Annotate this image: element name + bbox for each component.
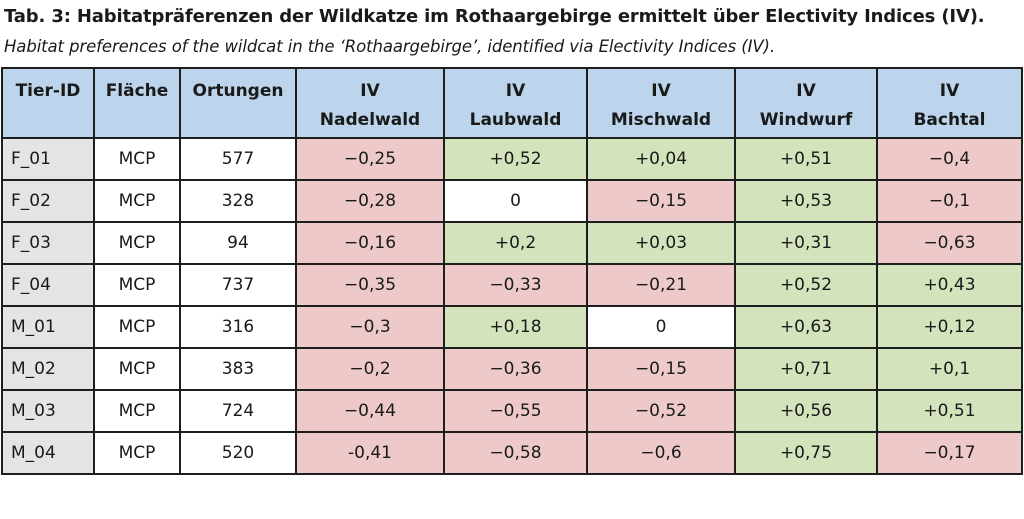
column-header-line: IV [360, 81, 380, 101]
iv-value-cell: 0 [443, 179, 588, 223]
tier-id-cell: M_04 [1, 431, 95, 475]
iv-value-cell: −0,6 [586, 431, 736, 475]
iv-value-cell: +0,63 [734, 305, 878, 349]
column-header-line: Fläche [105, 81, 169, 101]
iv-value-cell: +0,2 [443, 221, 588, 265]
tier-id-cell: M_03 [1, 389, 95, 433]
iv-value-cell: −0,36 [443, 347, 588, 391]
flaeche-cell: MCP [93, 431, 181, 475]
table-row: F_03 MCP 94 −0,16 +0,2 +0,03 +0,31 −0,63 [1, 221, 1023, 265]
column-header-line: Ortungen [192, 81, 284, 101]
tier-id-cell: F_01 [1, 137, 95, 181]
table-row: M_04 MCP 520 -0,41 −0,58 −0,6 +0,75 −0,17 [1, 431, 1023, 475]
iv-value-cell: +0,18 [443, 305, 588, 349]
iv-value-cell: +0,53 [734, 179, 878, 223]
iv-value-cell: +0,52 [734, 263, 878, 307]
iv-value-cell: +0,31 [734, 221, 878, 265]
iv-value-cell: −0,2 [295, 347, 445, 391]
flaeche-cell: MCP [93, 179, 181, 223]
iv-value-cell: −0,4 [876, 137, 1023, 181]
tier-id-cell: F_03 [1, 221, 95, 265]
habitat-preference-table: Tier-ID Fläche Ortungen IV Nadelwald IV Laubwa… [1, 67, 1023, 475]
iv-value-cell: −0,35 [295, 263, 445, 307]
table-row: M_03 MCP 724 −0,44 −0,55 −0,52 +0,56 +0,51 [1, 389, 1023, 433]
flaeche-cell: MCP [93, 137, 181, 181]
iv-value-cell: +0,56 [734, 389, 878, 433]
iv-value-cell: −0,63 [876, 221, 1023, 265]
ortungen-cell: 737 [179, 263, 297, 307]
iv-value-cell: −0,21 [586, 263, 736, 307]
ortungen-cell: 520 [179, 431, 297, 475]
iv-value-cell: +0,52 [443, 137, 588, 181]
header-row: Tier-ID Fläche Ortungen IV Nadelwald IV Laubwa… [1, 67, 1023, 139]
iv-value-cell: +0,43 [876, 263, 1023, 307]
column-header: Tier-ID [1, 67, 95, 139]
column-header-line: IV [796, 81, 816, 101]
table-row: M_01 MCP 316 −0,3 +0,18 0 +0,63 +0,12 [1, 305, 1023, 349]
ortungen-cell: 724 [179, 389, 297, 433]
tier-id-cell: F_02 [1, 179, 95, 223]
table-title: Tab. 3: Habitatpräferenzen der Wildkatze… [4, 6, 985, 27]
iv-value-cell: +0,04 [586, 137, 736, 181]
tier-id-cell: M_01 [1, 305, 95, 349]
iv-value-cell: −0,17 [876, 431, 1023, 475]
column-header-line: Laubwald [469, 110, 562, 130]
column-header: IV Laubwald [443, 67, 588, 139]
column-header: IV Nadelwald [295, 67, 445, 139]
iv-value-cell: +0,12 [876, 305, 1023, 349]
column-header: Fläche [93, 67, 181, 139]
ortungen-cell: 577 [179, 137, 297, 181]
table-row: M_02 MCP 383 −0,2 −0,36 −0,15 +0,71 +0,1 [1, 347, 1023, 391]
iv-value-cell: −0,55 [443, 389, 588, 433]
iv-value-cell: 0 [586, 305, 736, 349]
table-subtitle: Habitat preferences of the wildcat in th… [4, 37, 775, 56]
iv-value-cell: −0,16 [295, 221, 445, 265]
column-header: Ortungen [179, 67, 297, 139]
iv-value-cell: −0,25 [295, 137, 445, 181]
table-row: F_01 MCP 577 −0,25 +0,52 +0,04 +0,51 −0,4 [1, 137, 1023, 181]
ortungen-cell: 316 [179, 305, 297, 349]
column-header: IV Windwurf [734, 67, 878, 139]
column-header-line: Nadelwald [319, 110, 421, 130]
column-header-line: IV [505, 81, 526, 101]
iv-value-cell: -0,41 [295, 431, 445, 475]
iv-value-cell: −0,3 [295, 305, 445, 349]
column-header: IV Bachtal [876, 67, 1023, 139]
table-body: F_01 MCP 577 −0,25 +0,52 +0,04 +0,51 −0,4 F_02 MC… [1, 137, 1023, 475]
tier-id-cell: M_02 [1, 347, 95, 391]
column-header-line: Tier-ID [15, 81, 81, 101]
iv-value-cell: −0,58 [443, 431, 588, 475]
column-header-line: IV [651, 81, 671, 101]
ortungen-cell: 383 [179, 347, 297, 391]
iv-value-cell: −0,28 [295, 179, 445, 223]
iv-value-cell: −0,33 [443, 263, 588, 307]
iv-value-cell: +0,75 [734, 431, 878, 475]
ortungen-cell: 328 [179, 179, 297, 223]
iv-value-cell: −0,44 [295, 389, 445, 433]
flaeche-cell: MCP [93, 305, 181, 349]
column-header-line: Windwurf [759, 110, 853, 130]
iv-value-cell: +0,51 [876, 389, 1023, 433]
flaeche-cell: MCP [93, 263, 181, 307]
flaeche-cell: MCP [93, 389, 181, 433]
column-header-line: IV [939, 81, 960, 101]
table-row: F_02 MCP 328 −0,28 0 −0,15 +0,53 −0,1 [1, 179, 1023, 223]
iv-value-cell: −0,15 [586, 179, 736, 223]
table-row: F_04 MCP 737 −0,35 −0,33 −0,21 +0,52 +0,43 [1, 263, 1023, 307]
column-header-line: Bachtal [913, 110, 986, 130]
column-header: IV Mischwald [586, 67, 736, 139]
column-header-line: Mischwald [610, 110, 712, 130]
iv-value-cell: +0,03 [586, 221, 736, 265]
iv-value-cell: −0,15 [586, 347, 736, 391]
flaeche-cell: MCP [93, 347, 181, 391]
iv-value-cell: −0,1 [876, 179, 1023, 223]
ortungen-cell: 94 [179, 221, 297, 265]
tier-id-cell: F_04 [1, 263, 95, 307]
iv-value-cell: −0,52 [586, 389, 736, 433]
iv-value-cell: +0,51 [734, 137, 878, 181]
iv-value-cell: +0,71 [734, 347, 878, 391]
flaeche-cell: MCP [93, 221, 181, 265]
iv-value-cell: +0,1 [876, 347, 1023, 391]
